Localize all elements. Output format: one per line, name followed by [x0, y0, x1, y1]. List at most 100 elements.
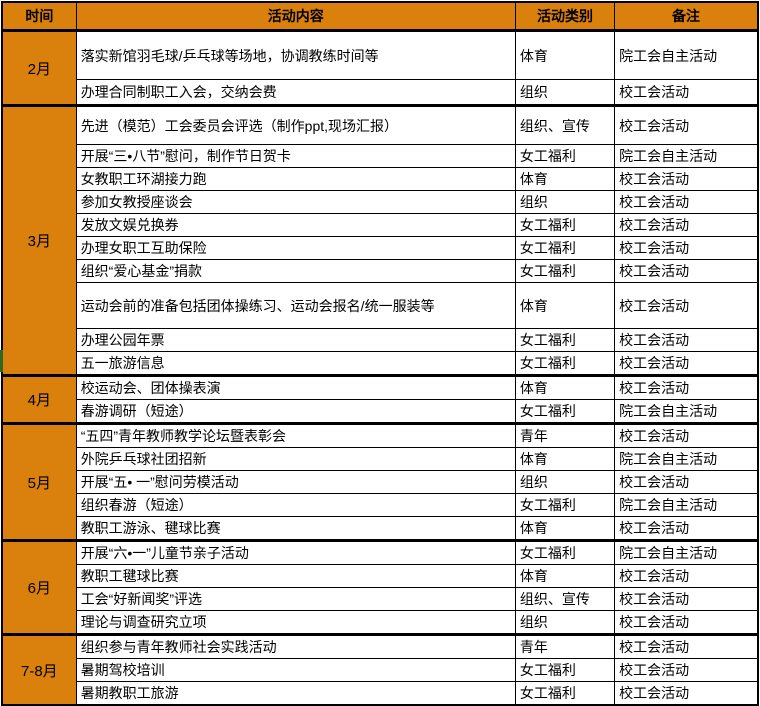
- activity-cell: 工会“好新闻奖”评选: [75, 587, 516, 611]
- category-cell: 体育: [514, 374, 616, 400]
- col-header-activity: 活动内容: [75, 1, 516, 32]
- table-row: 理论与调查研究立项 组织 校工会活动: [2, 610, 759, 635]
- category-cell: 女工福利: [514, 144, 616, 168]
- category-cell: 体育: [514, 447, 616, 471]
- col-header-note: 备注: [614, 1, 759, 32]
- table-row: 组织“爱心基金”捐款 女工福利 校工会活动: [2, 259, 759, 283]
- note-cell: 校工会活动: [614, 422, 759, 448]
- table-row: 组织春游（短途） 女工福利 院工会自主活动: [2, 493, 759, 517]
- category-cell: 体育: [514, 167, 616, 191]
- category-cell: 组织、宣传: [514, 104, 616, 145]
- note-cell: 校工会活动: [614, 610, 759, 635]
- note-cell: 院工会自主活动: [614, 29, 759, 80]
- note-cell: 院工会自主活动: [614, 144, 759, 168]
- month-cell-mar: 3月: [1, 104, 77, 376]
- category-cell: 女工福利: [514, 351, 616, 376]
- table-row: 春游调研（短途） 女工福利 院工会自主活动: [2, 399, 759, 424]
- activity-cell: 外院乒乓球社团招新: [75, 447, 516, 471]
- activity-cell: “五四”青年教师教学论坛暨表彰会: [75, 422, 516, 448]
- note-cell: 院工会自主活动: [614, 447, 759, 471]
- table-row: 2月 落实新馆羽毛球/乒乓球等场地，协调教练时间等 体育 院工会自主活动: [1, 29, 759, 106]
- category-cell: 组织: [514, 610, 616, 635]
- activity-cell: 开展“三•八节”慰问，制作节日贺卡: [75, 144, 516, 168]
- note-cell: 校工会活动: [614, 104, 759, 145]
- category-cell: 组织: [514, 79, 616, 106]
- category-cell: 女工福利: [514, 259, 616, 283]
- table-row: 女教职工环湖接力跑 体育 校工会活动: [2, 167, 759, 191]
- category-cell: 女工福利: [514, 213, 616, 237]
- category-cell: 体育: [514, 282, 616, 329]
- category-cell: 女工福利: [514, 681, 616, 706]
- table-row: 教职工毽球比赛 体育 校工会活动: [2, 564, 759, 588]
- table-row: 发放文娱兑换券 女工福利 校工会活动: [2, 213, 759, 237]
- activity-cell: 组织春游（短途）: [75, 493, 516, 517]
- table-row: 5月 “五四”青年教师教学论坛暨表彰会 青年 校工会活动: [1, 422, 759, 541]
- table-row: 参加女教授座谈会 组织 校工会活动: [2, 190, 759, 214]
- activity-cell: 五一旅游信息: [75, 351, 516, 376]
- note-cell: 校工会活动: [614, 236, 759, 260]
- month-cell-may: 5月: [1, 422, 77, 541]
- activity-cell: 暑期驾校培训: [75, 658, 516, 682]
- header-row: 时间 活动内容 活动类别 备注: [1, 1, 759, 32]
- note-cell: 院工会自主活动: [614, 399, 759, 424]
- category-cell: 女工福利: [514, 236, 616, 260]
- activity-cell: 春游调研（短途）: [75, 399, 516, 424]
- activity-cell: 办理公园年票: [75, 328, 516, 352]
- note-cell: 校工会活动: [614, 259, 759, 283]
- activity-cell: 女教职工环湖接力跑: [75, 167, 516, 191]
- note-cell: 校工会活动: [614, 328, 759, 352]
- category-cell: 女工福利: [514, 658, 616, 682]
- col-header-category: 活动类别: [514, 1, 616, 32]
- activity-cell: 组织“爱心基金”捐款: [75, 259, 516, 283]
- category-cell: 体育: [514, 29, 616, 80]
- category-cell: 女工福利: [514, 539, 616, 565]
- table-row: 运动会前的准备包括团体操练习、运动会报名/统一服装等 体育 校工会活动: [2, 282, 759, 329]
- month-cell-jul-aug: 7-8月: [1, 633, 77, 706]
- table-row: 4月 校运动会、团体操表演 体育 校工会活动: [1, 374, 759, 424]
- table-row: 3月 先进（模范）工会委员会评选（制作ppt,现场汇报） 组织、宣传 校工会活动: [1, 104, 759, 376]
- category-cell: 体育: [514, 564, 616, 588]
- note-cell: 校工会活动: [614, 470, 759, 494]
- table-row: 五一旅游信息 女工福利 校工会活动: [2, 351, 759, 376]
- activity-cell: 落实新馆羽毛球/乒乓球等场地，协调教练时间等: [75, 29, 516, 80]
- col-header-time: 时间: [1, 1, 77, 32]
- note-cell: 校工会活动: [614, 516, 759, 541]
- note-cell: 校工会活动: [614, 351, 759, 376]
- table-row: 开展“五• 一”慰问劳模活动 组织 校工会活动: [2, 470, 759, 494]
- category-cell: 组织: [514, 190, 616, 214]
- category-cell: 体育: [514, 516, 616, 541]
- table-row: 工会“好新闻奖”评选 组织、宣传 校工会活动: [2, 587, 759, 611]
- category-cell: 女工福利: [514, 328, 616, 352]
- note-cell: 校工会活动: [614, 633, 759, 659]
- table-row: 办理女职工互助保险 女工福利 校工会活动: [2, 236, 759, 260]
- note-cell: 校工会活动: [614, 213, 759, 237]
- table-row: 开展“三•八节”慰问，制作节日贺卡 女工福利 院工会自主活动: [2, 144, 759, 168]
- activity-cell: 理论与调查研究立项: [75, 610, 516, 635]
- activity-cell: 参加女教授座谈会: [75, 190, 516, 214]
- table-row: 办理公园年票 女工福利 校工会活动: [2, 328, 759, 352]
- category-cell: 青年: [514, 633, 616, 659]
- category-cell: 女工福利: [514, 493, 616, 517]
- category-cell: 女工福利: [514, 399, 616, 424]
- table-row: 6月 开展“六•一”儿童节亲子活动 女工福利 院工会自主活动: [1, 539, 759, 635]
- category-cell: 组织、宣传: [514, 587, 616, 611]
- note-cell: 校工会活动: [614, 681, 759, 706]
- activity-cell: 办理合同制职工入会，交纳会费: [75, 79, 516, 106]
- note-cell: 校工会活动: [614, 282, 759, 329]
- green-edge-mark: [0, 350, 3, 372]
- month-cell-apr: 4月: [1, 374, 77, 424]
- category-cell: 组织: [514, 470, 616, 494]
- category-cell: 青年: [514, 422, 616, 448]
- note-cell: 校工会活动: [614, 79, 759, 106]
- activity-cell: 办理女职工互助保险: [75, 236, 516, 260]
- note-cell: 校工会活动: [614, 167, 759, 191]
- activity-cell: 教职工游泳、毽球比赛: [75, 516, 516, 541]
- table-row: 教职工游泳、毽球比赛 体育 校工会活动: [2, 516, 759, 541]
- note-cell: 校工会活动: [614, 374, 759, 400]
- activity-cell: 先进（模范）工会委员会评选（制作ppt,现场汇报）: [75, 104, 516, 145]
- note-cell: 校工会活动: [614, 587, 759, 611]
- note-cell: 校工会活动: [614, 564, 759, 588]
- month-cell-jun: 6月: [1, 539, 77, 635]
- table-row: 7-8月 组织参与青年教师社会实践活动 青年 校工会活动: [1, 633, 759, 706]
